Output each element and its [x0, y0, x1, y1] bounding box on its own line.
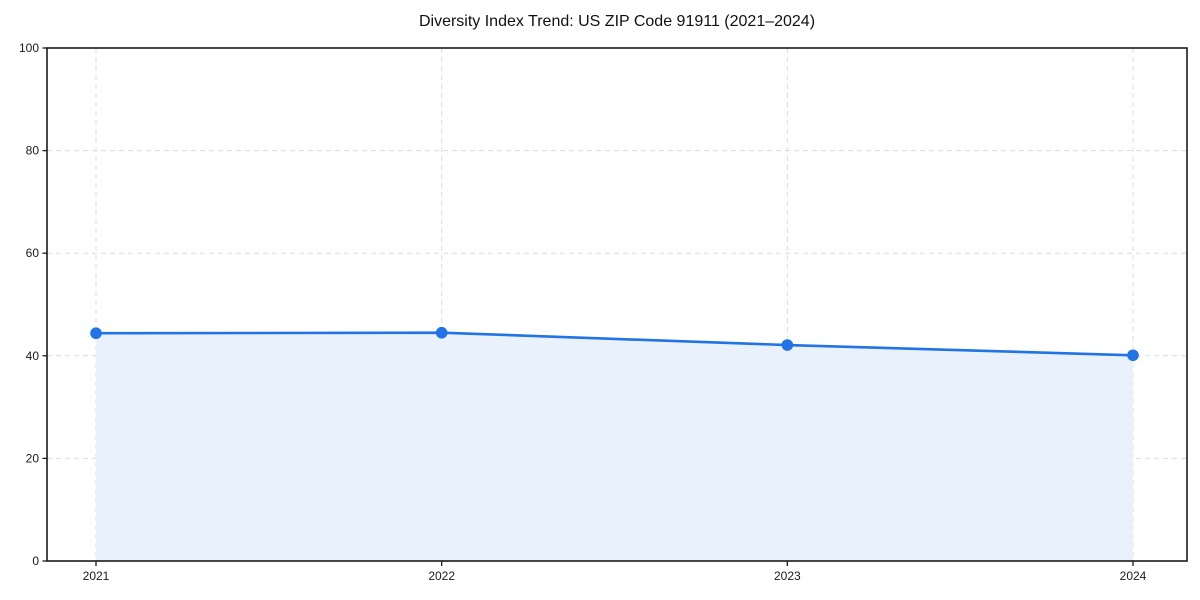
data-point-2023 [781, 339, 794, 351]
trend-line [94, 331, 1135, 357]
x-tick-label: 2024 [1120, 569, 1147, 583]
y-tick-label: 80 [26, 144, 40, 158]
data-point-2021 [90, 327, 102, 340]
y-tick-label: 20 [26, 451, 40, 465]
data-point-2024 [1127, 349, 1139, 362]
y-tick-label: 40 [26, 349, 40, 363]
chart-title: Diversity Index Trend: US ZIP Code 91911… [418, 13, 816, 30]
x-tick-label: 2023 [774, 569, 801, 583]
area-fill [96, 332, 1133, 561]
data-points [90, 326, 1139, 362]
data-point-2022 [435, 326, 448, 339]
plot-border [46, 47, 1188, 562]
y-tick-label: 60 [26, 246, 40, 260]
x-axis: 2021 2022 2023 2024 [83, 561, 1147, 583]
x-tick-label: 2022 [428, 569, 455, 583]
y-tick-label: 0 [32, 554, 39, 568]
y-axis: 0 20 40 60 80 100 [19, 41, 47, 568]
y-tick-label: 100 [19, 41, 39, 55]
x-tick-label: 2021 [83, 569, 110, 583]
